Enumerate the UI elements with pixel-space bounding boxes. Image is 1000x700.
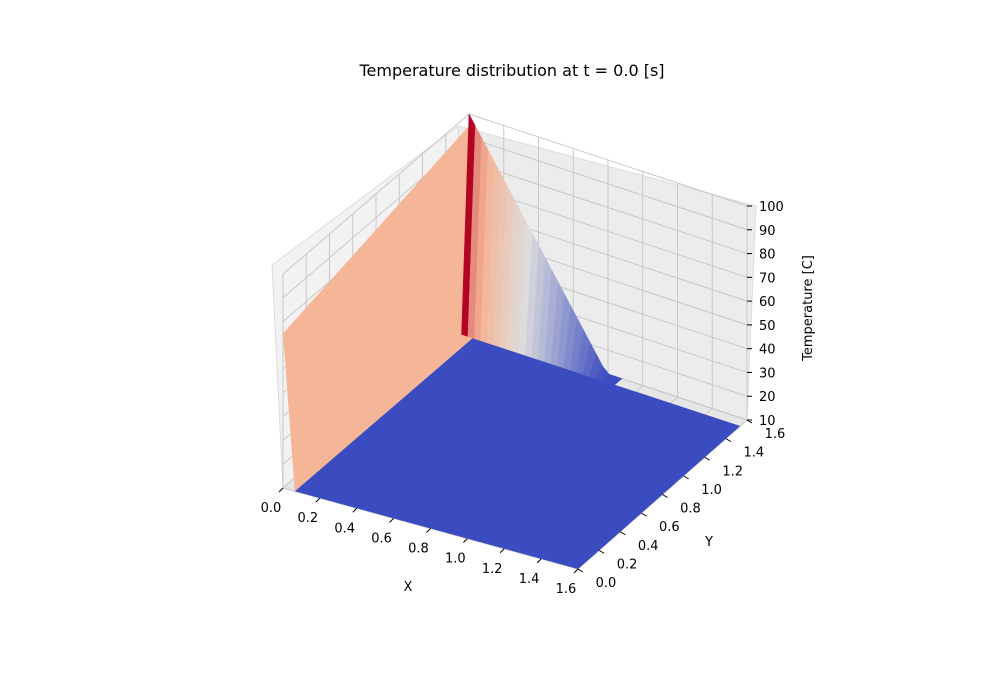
x-axis-label: X <box>404 580 413 595</box>
z-axis-ticks: 10 20 30 40 50 60 70 80 90 100 <box>747 200 784 429</box>
x-tick-mark <box>278 487 284 493</box>
z-tick-label: 10 <box>759 414 776 429</box>
x-tick-label: 0.8 <box>408 542 429 557</box>
temperature-surface <box>283 113 741 569</box>
surface-ramp-strip <box>607 376 623 386</box>
x-tick-label: 0.6 <box>371 531 392 546</box>
z-tick-label: 100 <box>759 200 784 215</box>
x-tick-mark <box>463 538 468 543</box>
z-tick-label: 30 <box>759 366 776 381</box>
x-tick-mark <box>536 558 542 564</box>
y-tick-mark <box>598 549 605 554</box>
x-tick-label: 0.0 <box>261 501 282 516</box>
z-tick-label: 90 <box>759 224 776 239</box>
y-tick-label: 1.0 <box>701 483 722 498</box>
y-tick-label: 0.6 <box>659 520 680 535</box>
y-tick-mark <box>725 438 732 443</box>
y-tick-label: 1.4 <box>744 446 765 461</box>
x-tick-mark <box>352 507 358 513</box>
y-tick-label: 0.4 <box>638 539 659 554</box>
x-tick-label: 1.2 <box>482 562 503 577</box>
z-axis-label: Temperature [C] <box>801 255 816 362</box>
z-tick-label: 60 <box>759 295 776 310</box>
z-tick-label: 80 <box>759 248 776 263</box>
y-tick-mark <box>619 531 626 536</box>
x-tick-mark <box>426 528 431 533</box>
x-tick-label: 1.6 <box>556 582 577 597</box>
surface-interior <box>294 338 741 569</box>
x-tick-label: 0.2 <box>298 511 319 526</box>
y-tick-label: 1.6 <box>765 427 786 442</box>
z-tick-label: 50 <box>759 319 776 334</box>
y-tick-mark <box>662 494 668 498</box>
chart-title: Temperature distribution at t = 0.0 [s] <box>358 61 664 80</box>
x-axis-ticks: 0.0 0.2 0.4 0.6 0.8 1.0 1.2 1.4 1.6 <box>261 487 579 597</box>
y-tick-mark <box>577 568 584 573</box>
z-tick-label: 40 <box>759 343 776 358</box>
x-tick-mark <box>499 548 505 554</box>
x-tick-label: 1.4 <box>519 572 540 587</box>
x-tick-label: 0.4 <box>334 521 355 536</box>
y-tick-label: 1.2 <box>722 464 743 479</box>
y-tick-label: 0.2 <box>617 557 638 572</box>
y-tick-mark <box>704 456 711 461</box>
x-tick-mark <box>573 568 579 574</box>
surface-x0-wall <box>283 125 473 492</box>
y-axis-ticks: 0.00.20.40.60.81.01.21.41.6 <box>577 419 786 591</box>
x-tick-label: 1.0 <box>445 552 466 567</box>
z-tick-label: 70 <box>759 271 776 286</box>
y-tick-mark <box>683 475 689 480</box>
y-axis-label: Y <box>704 535 713 550</box>
x-tick-mark <box>315 497 321 503</box>
y-tick-mark <box>641 512 647 517</box>
x-tick-mark <box>389 518 394 523</box>
y-tick-label: 0.8 <box>680 502 701 517</box>
y-tick-label: 0.0 <box>596 576 617 591</box>
z-tick-label: 20 <box>759 390 776 405</box>
